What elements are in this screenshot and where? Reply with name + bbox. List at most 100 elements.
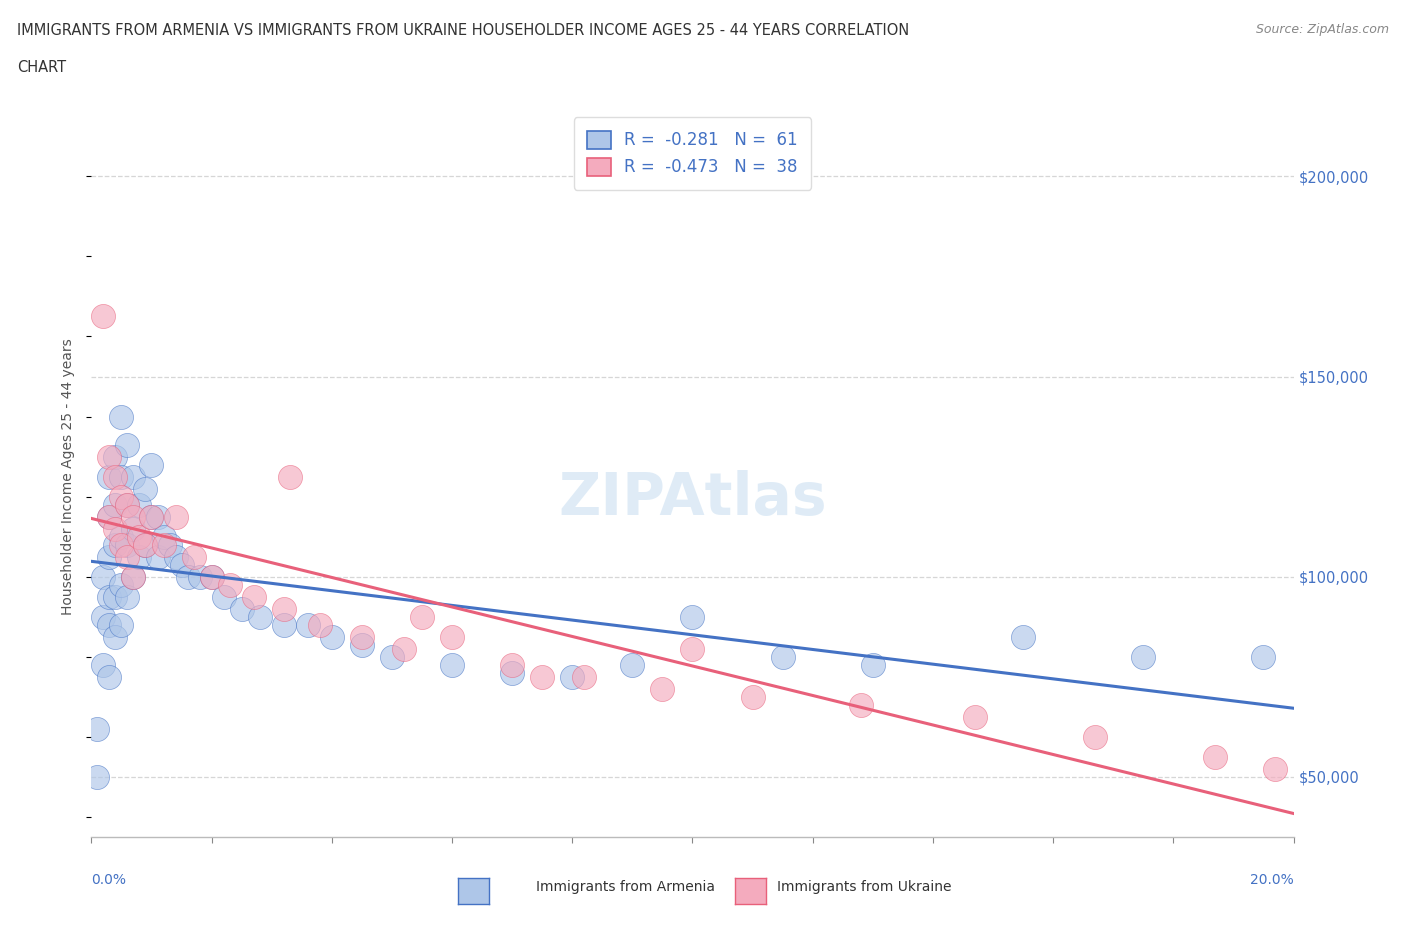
Point (86, 722, 108, 737)
Point (1253, 649, 1275, 664)
Point (165, 550, 187, 565)
Point (440, 630, 463, 644)
Point (350, 630, 373, 644)
Point (1264, 762, 1286, 777)
Point (176, 569, 198, 584)
Point (381, 649, 404, 664)
Point (201, 569, 224, 584)
Point (110, 529, 132, 544)
Point (501, 665, 523, 680)
Text: Immigrants from Armenia: Immigrants from Armenia (536, 881, 716, 895)
Point (741, 689, 763, 704)
Point (561, 670, 583, 684)
Point (104, 630, 127, 644)
Point (159, 538, 181, 552)
Point (93, 309, 115, 324)
Point (273, 618, 295, 632)
Point (141, 510, 163, 525)
Point (98, 550, 121, 565)
Point (93, 609, 115, 624)
Point (321, 630, 343, 644)
Text: 20.0%: 20.0% (1250, 873, 1294, 887)
Point (122, 510, 145, 525)
Point (201, 569, 224, 584)
Point (117, 437, 139, 452)
Point (117, 498, 139, 512)
Text: Immigrants from Ukraine: Immigrants from Ukraine (776, 881, 950, 895)
Point (574, 670, 596, 684)
Point (104, 470, 127, 485)
Point (134, 538, 156, 552)
Point (98, 670, 121, 684)
Point (141, 510, 163, 525)
Text: IMMIGRANTS FROM ARMENIA VS IMMIGRANTS FROM UKRAINE HOUSEHOLDER INCOME AGES 25 - : IMMIGRANTS FROM ARMENIA VS IMMIGRANTS FR… (17, 23, 910, 38)
Point (218, 578, 240, 592)
Text: 0.0%: 0.0% (91, 873, 127, 887)
Point (98, 510, 121, 525)
Point (146, 550, 169, 565)
Point (849, 698, 872, 712)
Point (98, 618, 121, 632)
Point (98, 470, 121, 485)
Point (93, 658, 115, 672)
Point (772, 649, 794, 664)
Point (117, 550, 139, 565)
Point (308, 618, 330, 632)
Point (278, 470, 301, 485)
Point (134, 481, 156, 496)
Point (122, 521, 145, 536)
Point (104, 498, 127, 512)
Point (104, 590, 127, 604)
Point (170, 557, 193, 572)
Point (134, 538, 156, 552)
Point (1204, 750, 1226, 764)
Point (128, 529, 150, 544)
Text: Source: ZipAtlas.com: Source: ZipAtlas.com (1256, 23, 1389, 36)
Point (188, 569, 211, 584)
Point (183, 550, 205, 565)
Point (249, 609, 271, 624)
Legend: R =  -0.281   N =  61, R =  -0.473   N =  38: R = -0.281 N = 61, R = -0.473 N = 38 (574, 117, 811, 190)
Point (110, 618, 132, 632)
Point (297, 618, 319, 632)
Point (110, 409, 132, 424)
Point (1084, 729, 1107, 744)
Point (411, 609, 433, 624)
Point (231, 602, 253, 617)
Point (128, 498, 150, 512)
Point (681, 609, 703, 624)
Point (110, 578, 132, 592)
Point (212, 590, 235, 604)
Text: ZIPAtlas: ZIPAtlas (558, 470, 827, 526)
Point (117, 538, 139, 552)
Point (98, 449, 121, 464)
Point (1132, 649, 1154, 664)
Point (141, 458, 163, 472)
Point (117, 590, 139, 604)
Point (165, 510, 187, 525)
Point (117, 498, 139, 512)
Point (110, 470, 132, 485)
Point (242, 590, 264, 604)
Point (98, 590, 121, 604)
Text: CHART: CHART (17, 60, 66, 75)
Point (104, 521, 127, 536)
Point (440, 658, 463, 672)
Point (122, 569, 145, 584)
Point (146, 510, 169, 525)
Point (93, 569, 115, 584)
Point (963, 710, 986, 724)
Point (128, 550, 150, 565)
Point (98, 510, 121, 525)
Point (86, 769, 108, 784)
Point (104, 449, 127, 464)
Point (152, 538, 174, 552)
Point (1012, 630, 1035, 644)
Point (104, 538, 127, 552)
Point (110, 538, 132, 552)
Point (681, 642, 703, 657)
Point (110, 489, 132, 504)
Point (273, 602, 295, 617)
Point (531, 670, 554, 684)
Point (122, 470, 145, 485)
